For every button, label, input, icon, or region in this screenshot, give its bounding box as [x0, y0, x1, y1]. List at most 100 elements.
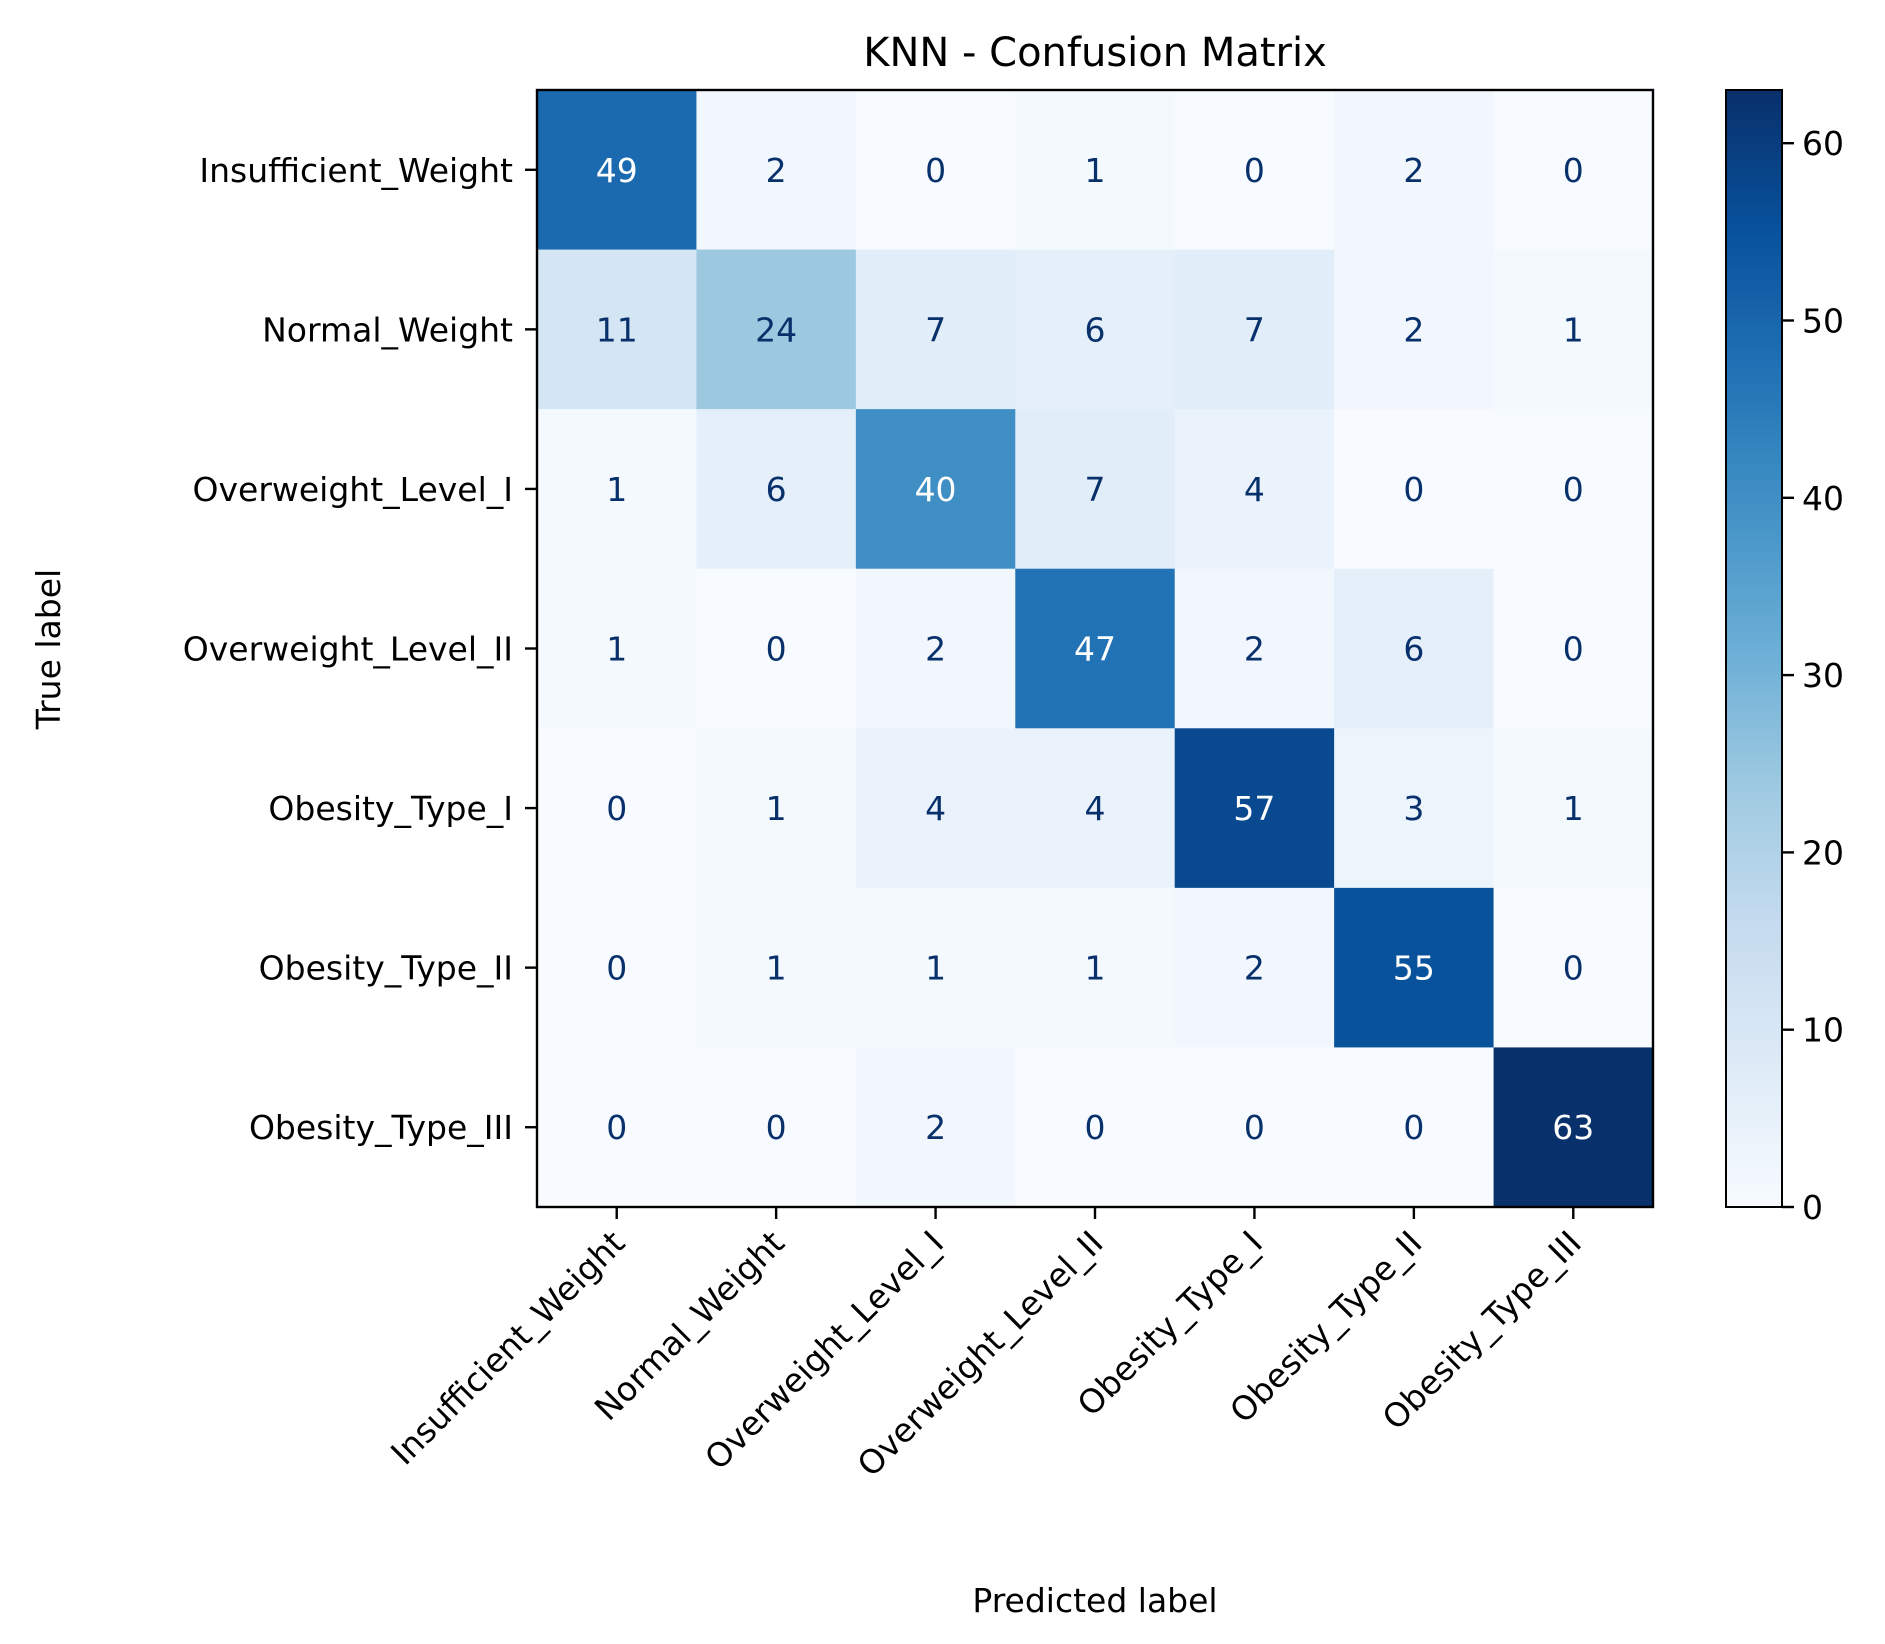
cell-value-label: 24	[755, 310, 797, 349]
heatmap-cell	[537, 409, 698, 570]
cell-value-label: 7	[925, 310, 946, 349]
chart-title: KNN - Confusion Matrix	[863, 30, 1327, 76]
cell-value-label: 1	[766, 789, 787, 828]
cell-value-label: 4	[1085, 789, 1106, 828]
cell-value-label: 6	[1085, 310, 1106, 349]
y-tick-label: Overweight_Level_II	[183, 630, 513, 669]
cell-value-label: 7	[1085, 470, 1106, 509]
cell-value-label: 0	[1563, 949, 1584, 988]
heatmap-cell	[1015, 728, 1176, 889]
cell-value-label: 47	[1074, 630, 1116, 669]
cell-value-label: 1	[1563, 789, 1584, 828]
colorbar-tick-label: 60	[1802, 124, 1844, 163]
heatmap-cell	[696, 1047, 857, 1208]
heatmap-cell	[537, 1047, 698, 1208]
heatmap-cell	[1334, 249, 1495, 410]
heatmap-cell	[1334, 90, 1495, 251]
cell-value-label: 1	[606, 630, 627, 669]
heatmap-cells	[537, 90, 1654, 1208]
cell-value-label: 2	[766, 151, 787, 190]
y-tick-label: Insufficient_Weight	[199, 151, 513, 190]
cell-value-label: 0	[606, 949, 627, 988]
y-axis-ticks: Insufficient_Weight Normal_Weight Overweig…	[183, 151, 537, 1147]
heatmap-cell	[1174, 409, 1335, 570]
heatmap-cell	[696, 90, 857, 251]
cell-value-label: 1	[1085, 949, 1106, 988]
heatmap-cell	[855, 728, 1016, 889]
cell-value-label: 2	[1244, 630, 1265, 669]
heatmap-cell	[537, 728, 698, 889]
y-tick-label: Obesity_Type_II	[259, 949, 513, 988]
cell-value-label: 0	[1244, 151, 1265, 190]
cell-value-label: 0	[766, 630, 787, 669]
cell-value-label: 1	[766, 949, 787, 988]
cell-value-label: 6	[766, 470, 787, 509]
heatmap-cell	[696, 887, 857, 1049]
cell-value-label: 2	[1244, 949, 1265, 988]
heatmap-cell	[696, 728, 857, 889]
heatmap-cell	[1334, 887, 1495, 1049]
heatmap-cell	[1015, 249, 1176, 410]
colorbar-tick-label: 50	[1802, 301, 1844, 340]
heatmap-cell	[1015, 1047, 1176, 1208]
cell-value-label: 0	[606, 789, 627, 828]
heatmap-cell	[855, 1047, 1016, 1208]
heatmap-cell	[1174, 568, 1335, 729]
cell-value-label: 2	[1403, 310, 1424, 349]
cell-value-label: 0	[1403, 470, 1424, 509]
y-tick-label: Normal_Weight	[262, 310, 513, 349]
cell-value-label: 55	[1393, 949, 1435, 988]
colorbar-tick-label: 10	[1802, 1011, 1844, 1050]
x-tick-label: Insufficient_Weight	[383, 1223, 632, 1472]
colorbar-tick-label: 40	[1802, 479, 1844, 518]
heatmap-cell	[1493, 249, 1654, 410]
cell-value-label: 3	[1403, 789, 1424, 828]
cell-value-label: 0	[606, 1108, 627, 1147]
heatmap-cell	[1174, 887, 1335, 1049]
heatmap-cell	[537, 249, 698, 410]
cell-value-label: 2	[925, 630, 946, 669]
cell-value-label: 6	[1403, 630, 1424, 669]
cell-value-label: 57	[1233, 789, 1275, 828]
heatmap-cell	[855, 249, 1016, 410]
x-axis-label: Predicted label	[972, 1581, 1217, 1620]
cell-value-label: 2	[1403, 151, 1424, 190]
cell-value-label: 0	[1563, 630, 1584, 669]
heatmap-cell	[537, 887, 698, 1049]
cell-value-label: 2	[925, 1108, 946, 1147]
cell-value-label: 0	[925, 151, 946, 190]
cell-value-label: 0	[766, 1108, 787, 1147]
cell-value-label: 0	[1085, 1108, 1106, 1147]
cell-value-label: 1	[925, 949, 946, 988]
x-axis-ticks: Insufficient_WeightNormal_WeightOverweig…	[383, 1207, 1589, 1484]
heatmap-cell	[1334, 728, 1495, 889]
heatmap-cell	[1334, 568, 1495, 729]
heatmap-cell	[1493, 568, 1654, 729]
cell-value-label: 40	[915, 470, 957, 509]
y-tick-label: Obesity_Type_I	[268, 789, 513, 828]
cell-value-label: 4	[925, 789, 946, 828]
heatmap-cell	[1174, 249, 1335, 410]
heatmap-cell	[696, 249, 857, 410]
heatmap-cell	[537, 90, 698, 251]
heatmap-cell	[696, 409, 857, 570]
cell-value-label: 7	[1244, 310, 1265, 349]
y-tick-label: Overweight_Level_I	[193, 470, 513, 509]
cell-value-label: 0	[1563, 470, 1584, 509]
heatmap-cell	[1015, 90, 1176, 251]
heatmap-cell	[1174, 90, 1335, 251]
heatmap-cell-labels: 49 2 0 1 0 2 011 24 7 6 7 2 11 6 40 7 4 0 01 0 2 47 2 6 00 1 4 4 57 3…	[596, 151, 1595, 1147]
heatmap-cell	[1493, 409, 1654, 570]
cell-value-label: 1	[1563, 310, 1584, 349]
heatmap-cell	[855, 568, 1016, 729]
cell-value-label: 1	[1085, 151, 1106, 190]
colorbar-tick-label: 20	[1802, 833, 1844, 872]
cell-value-label: 49	[596, 151, 638, 190]
cell-value-label: 0	[1403, 1108, 1424, 1147]
heatmap-cell	[1493, 90, 1654, 251]
heatmap-cell	[855, 90, 1016, 251]
cell-value-label: 4	[1244, 470, 1265, 509]
y-axis-label: True label	[29, 569, 68, 730]
heatmap-cell	[1334, 409, 1495, 570]
heatmap-cell	[537, 568, 698, 729]
